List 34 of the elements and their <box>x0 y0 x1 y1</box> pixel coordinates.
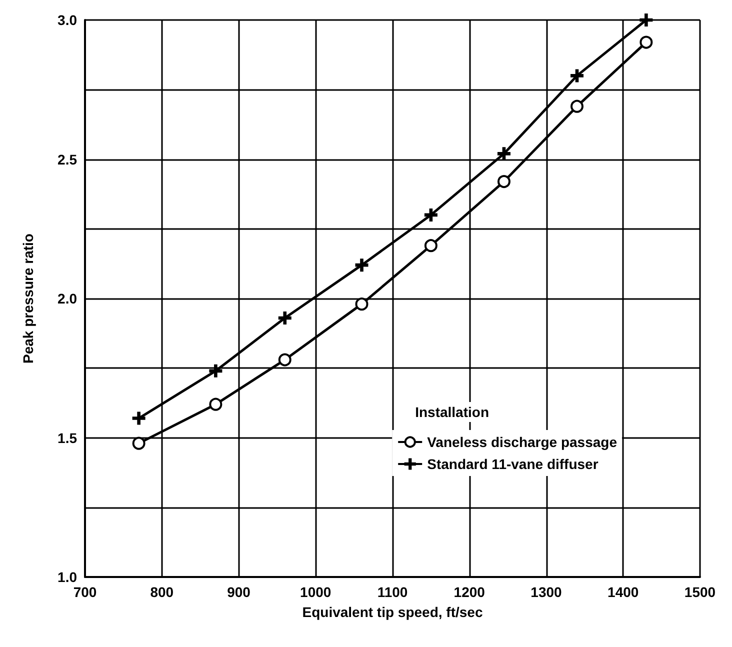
point <box>570 100 584 113</box>
x-tick-label: 1200 <box>454 584 486 600</box>
y-tick-label: 3.0 <box>58 12 78 28</box>
x-tick-label: 700 <box>73 584 97 600</box>
x-axis-title: Equivalent tip speed, ft/sec <box>302 604 483 620</box>
point <box>497 175 510 188</box>
point <box>570 69 584 82</box>
point <box>132 412 146 425</box>
x-tick-label: 1400 <box>608 584 639 600</box>
point <box>278 311 292 324</box>
x-tick-label: 800 <box>150 584 174 600</box>
point <box>278 353 292 366</box>
x-tick-label: 1000 <box>300 584 332 600</box>
point <box>209 364 222 378</box>
point <box>424 239 438 252</box>
x-tick-label: 1500 <box>684 584 716 600</box>
y-axis-title: Peak pressure ratio <box>20 234 36 364</box>
x-tick-label: 1100 <box>377 584 408 600</box>
point <box>640 14 653 26</box>
legend-title: Installation <box>415 404 490 420</box>
point <box>209 398 222 411</box>
point <box>355 258 368 272</box>
y-tick-label: 1.5 <box>58 430 78 446</box>
legend-label: Vaneless discharge passage <box>427 434 618 450</box>
y-tick-label: 1.0 <box>58 569 78 585</box>
point <box>497 147 510 160</box>
x-tick-label: 1300 <box>530 584 562 600</box>
point <box>132 436 146 450</box>
y-tick-label: 2.0 <box>58 290 78 306</box>
legend-label: Standard 11-vane diffuser <box>427 456 599 472</box>
point <box>355 298 368 311</box>
x-tick-label: 900 <box>227 584 251 600</box>
point <box>640 36 653 49</box>
y-tick-label: 2.5 <box>58 151 78 168</box>
